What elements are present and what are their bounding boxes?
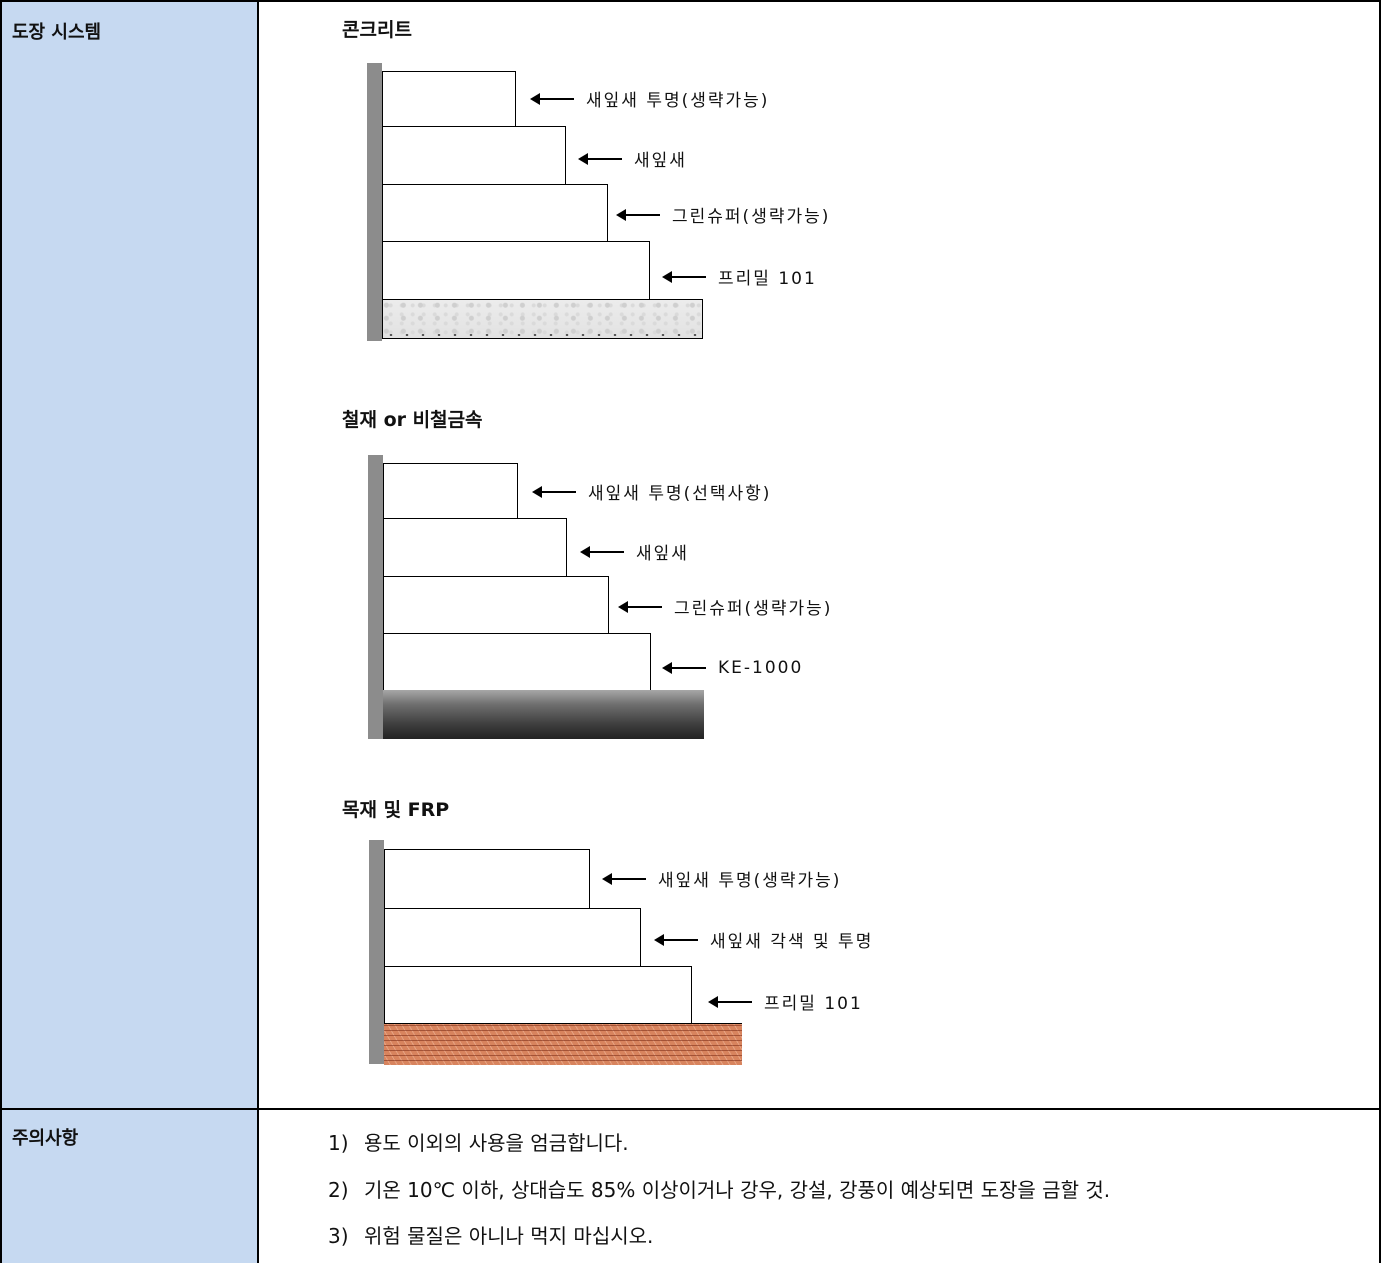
- callout-label: 새잎새 투명(생략가능): [658, 871, 842, 891]
- layer-2: [384, 908, 641, 967]
- wall: [369, 840, 384, 1064]
- layer-1: [383, 463, 518, 519]
- wall: [367, 63, 382, 341]
- list-item: 3) 위험 물질은 아니나 먹지 마십시오.: [328, 1220, 653, 1249]
- layer-3: [384, 966, 692, 1024]
- substrate-steel: [383, 690, 704, 739]
- substrate-concrete: [382, 299, 703, 339]
- substrate-wood: [384, 1023, 742, 1065]
- arrow-left-icon: [580, 545, 624, 558]
- layer-1: [384, 849, 590, 909]
- list-text: 기온 10℃ 이하, 상대습도 85% 이상이거나 강우, 강설, 강풍이 예상…: [364, 1178, 1111, 1202]
- layer-4: [382, 241, 650, 300]
- list-text: 위험 물질은 아니나 먹지 마십시오.: [364, 1224, 654, 1248]
- callout-3: 그린슈퍼(생략가능): [616, 202, 831, 227]
- layer-2: [382, 126, 566, 185]
- list-number: 2): [328, 1178, 349, 1202]
- callout-3: 그린슈퍼(생략가능): [618, 594, 833, 619]
- callout-label: 그린슈퍼(생략가능): [674, 599, 833, 619]
- arrow-left-icon: [532, 485, 576, 498]
- callout-1: 새잎새 투명(생략가능): [602, 866, 842, 891]
- row-label-caution: 주의사항: [12, 1128, 79, 1149]
- list-number: 1): [328, 1131, 349, 1155]
- callout-4: 프리밀 101: [662, 264, 817, 289]
- header-column: [2, 2, 258, 1263]
- arrow-left-icon: [616, 208, 660, 221]
- callout-label: KE-1000: [718, 658, 804, 678]
- row-label-system: 도장 시스템: [12, 22, 102, 43]
- layer-3: [383, 576, 609, 634]
- wall: [368, 455, 383, 739]
- callout-label: 프리밀 101: [764, 994, 863, 1014]
- callout-2: 새잎새: [580, 539, 689, 564]
- callout-label: 새잎새 각색 및 투명: [710, 932, 874, 952]
- section-title-concrete: 콘크리트: [342, 19, 412, 41]
- layer-4: [383, 633, 651, 691]
- arrow-left-icon: [578, 152, 622, 165]
- section-title-steel: 철재 or 비철금속: [342, 409, 483, 431]
- callout-label: 새잎새: [636, 544, 689, 564]
- callout-1: 새잎새 투명(생략가능): [530, 86, 770, 111]
- callout-label: 그린슈퍼(생략가능): [672, 207, 831, 227]
- arrow-left-icon: [530, 92, 574, 105]
- layer-2: [383, 518, 567, 577]
- callout-label: 새잎새 투명(선택사항): [588, 484, 772, 504]
- callout-1: 새잎새 투명(선택사항): [532, 479, 772, 504]
- layer-1: [382, 71, 516, 127]
- arrow-left-icon: [662, 270, 706, 283]
- callout-2: 새잎새: [578, 146, 687, 171]
- callout-label: 프리밀 101: [718, 269, 817, 289]
- arrow-left-icon: [602, 872, 646, 885]
- section-title-wood: 목재 및 FRP: [342, 799, 450, 821]
- list-number: 3): [328, 1224, 349, 1248]
- callout-label: 새잎새 투명(생략가능): [586, 91, 770, 111]
- list-text: 용도 이외의 사용을 엄금합니다.: [364, 1131, 629, 1155]
- layer-3: [382, 184, 608, 242]
- callout-3: 프리밀 101: [708, 989, 863, 1014]
- callout-label: 새잎새: [634, 151, 687, 171]
- arrow-left-icon: [654, 933, 698, 946]
- list-item: 2) 기온 10℃ 이하, 상대습도 85% 이상이거나 강우, 강설, 강풍이 …: [328, 1174, 1110, 1203]
- arrow-left-icon: [662, 662, 706, 674]
- column-divider: [257, 0, 259, 1263]
- arrow-left-icon: [618, 600, 662, 613]
- arrow-left-icon: [708, 995, 752, 1008]
- row-divider: [0, 1108, 1381, 1110]
- list-item: 1) 용도 이외의 사용을 엄금합니다.: [328, 1127, 629, 1156]
- callout-2: 새잎새 각색 및 투명: [654, 927, 874, 952]
- callout-4: KE-1000: [662, 658, 804, 678]
